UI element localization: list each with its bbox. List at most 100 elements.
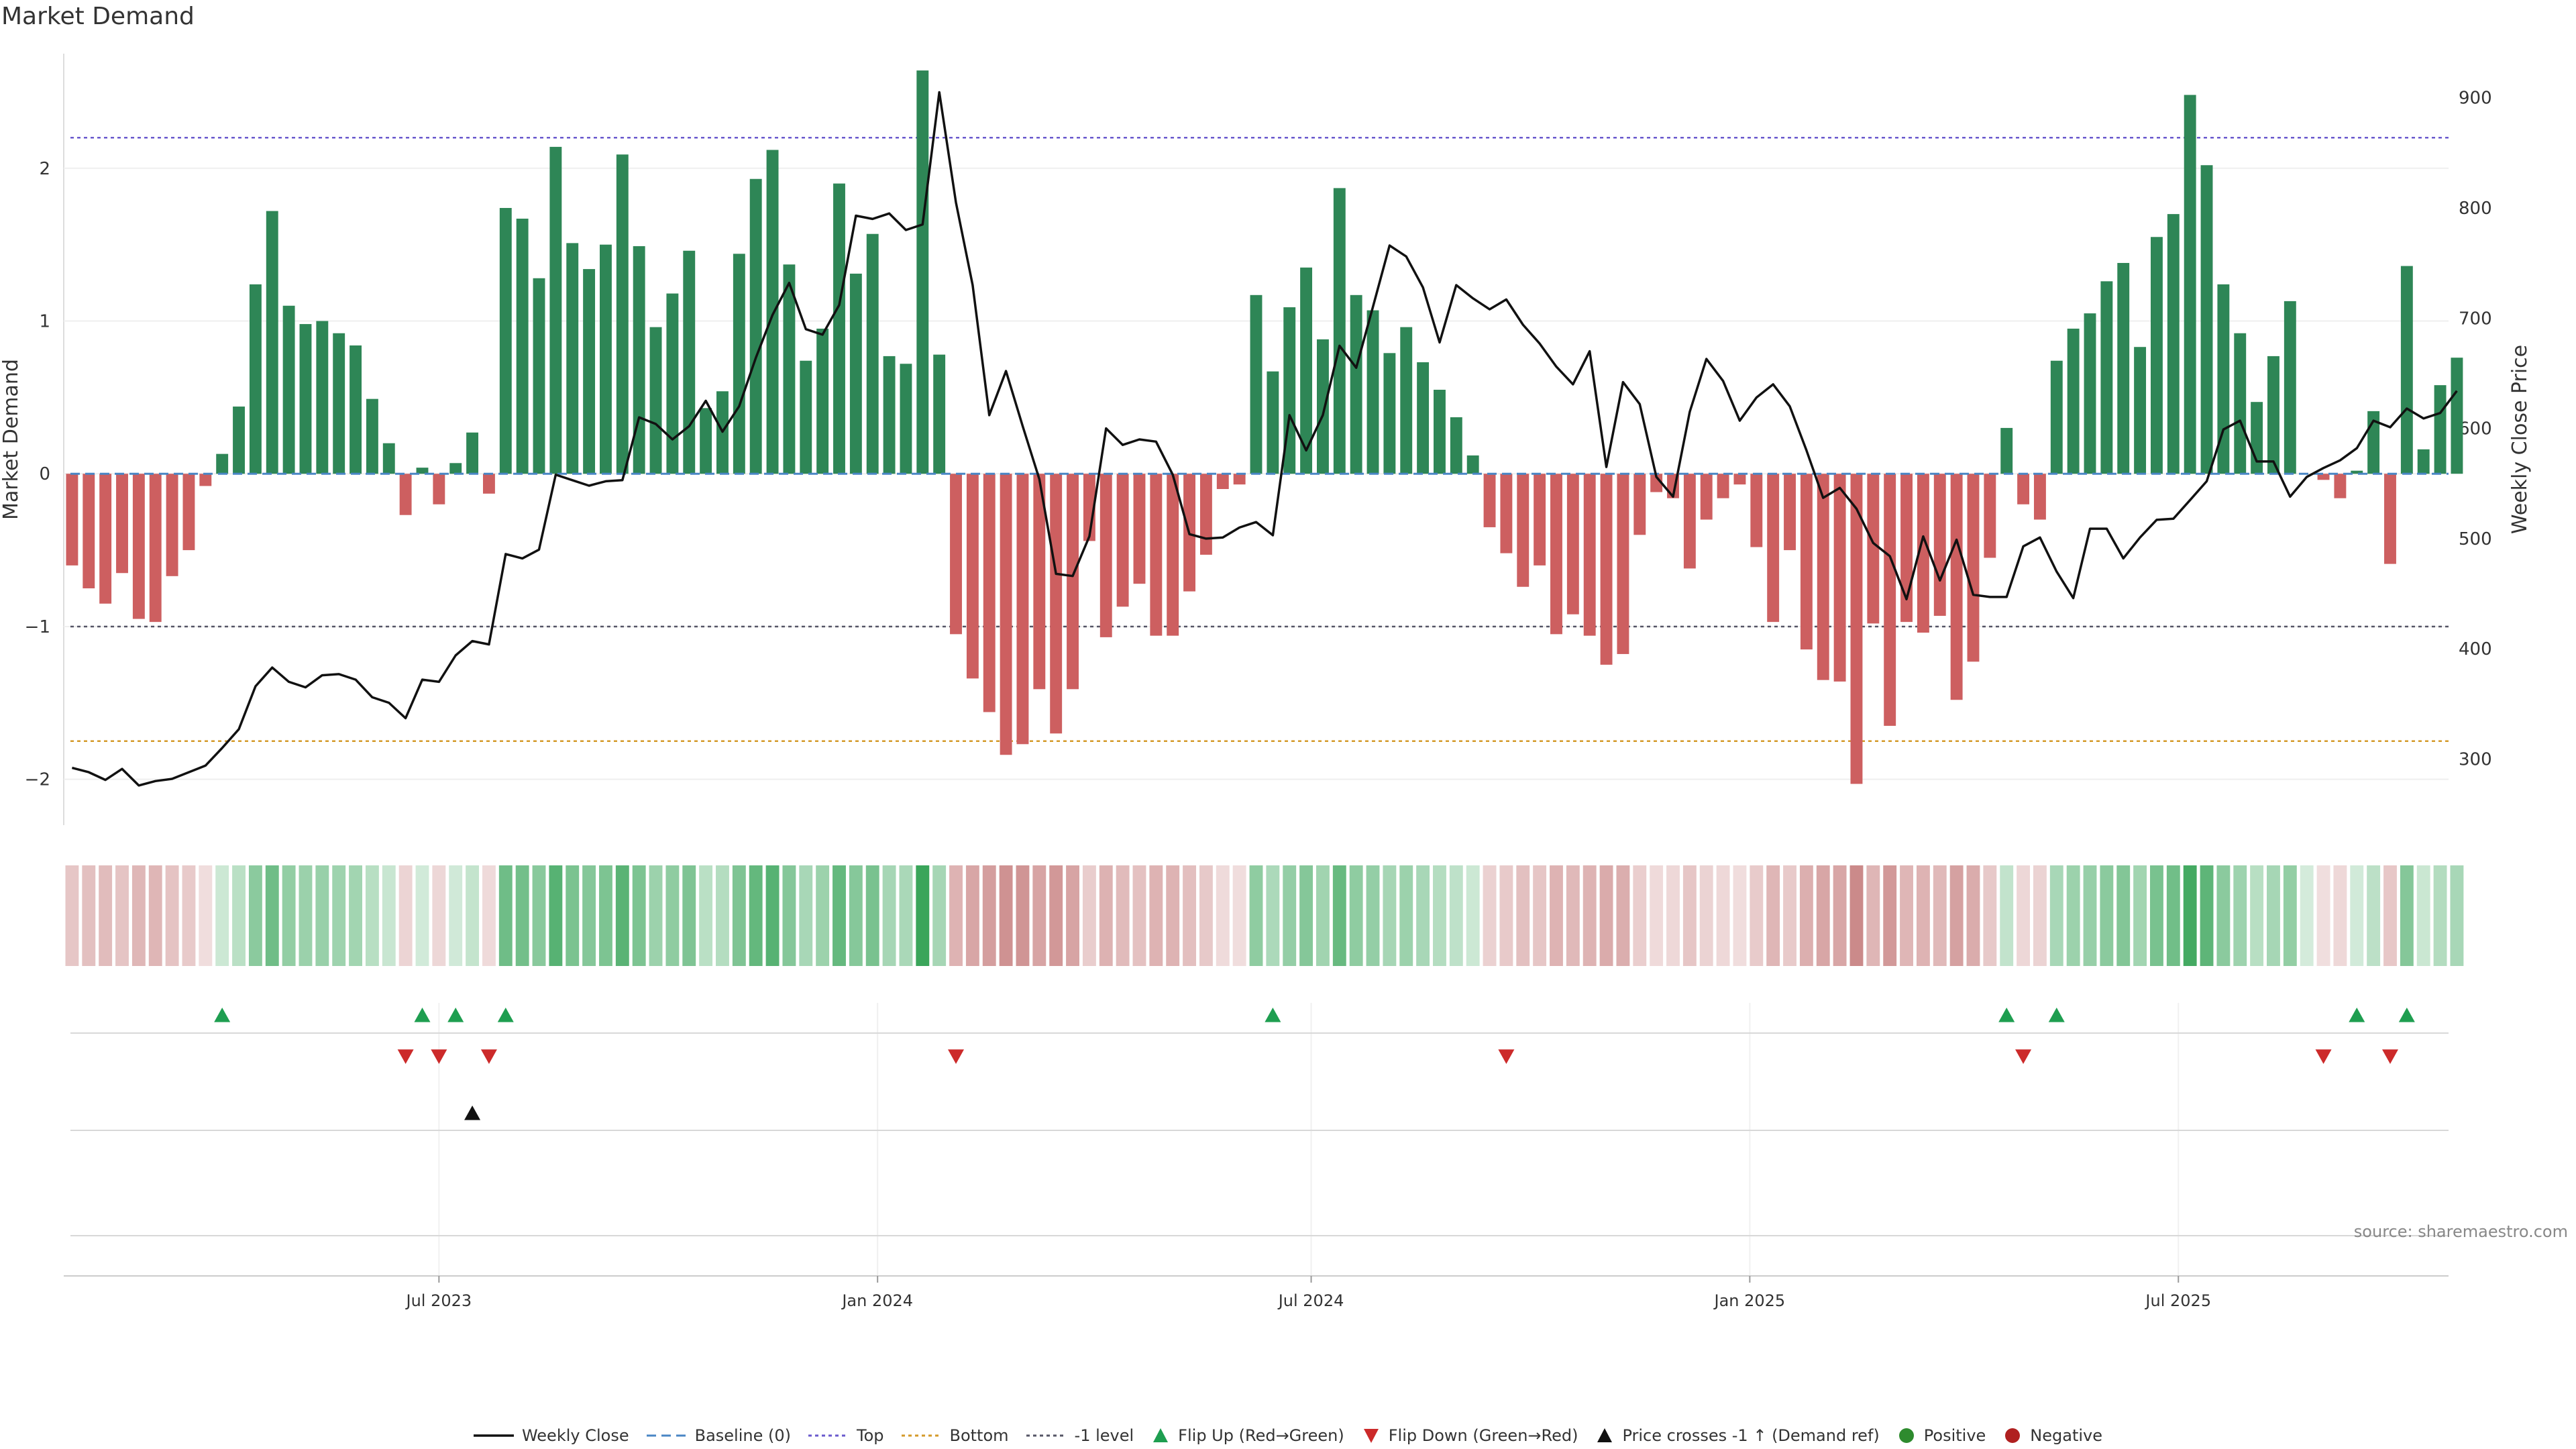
heat-cell: [699, 865, 713, 966]
legend-label: Baseline (0): [694, 1426, 791, 1445]
legend-label: Price crosses -1 ↑ (Demand ref): [1622, 1426, 1880, 1445]
heat-cell: [1716, 865, 1730, 966]
heat-cell: [482, 865, 496, 966]
demand-bar: [2017, 474, 2030, 504]
demand-bar: [1133, 474, 1146, 584]
demand-bar: [1300, 267, 1313, 474]
heat-cell: [415, 865, 429, 966]
heat-cell: [165, 865, 179, 966]
demand-bar: [1767, 474, 1780, 623]
demand-bar: [1316, 339, 1329, 474]
heat-cell: [2433, 865, 2447, 966]
y2-tick-label: 300: [2459, 749, 2492, 769]
heat-cell: [1149, 865, 1163, 966]
demand-bar: [416, 468, 429, 474]
demand-bar: [449, 463, 462, 474]
heat-cell: [732, 865, 746, 966]
demand-bar: [1333, 188, 1346, 474]
heat-cell: [665, 865, 680, 966]
heat-cell: [299, 865, 313, 966]
price-cross-marker: [464, 1106, 481, 1120]
heat-cell: [115, 865, 129, 966]
heat-cell: [365, 865, 379, 966]
heat-cell: [1116, 865, 1130, 966]
demand-bar: [482, 474, 495, 494]
flip-down-marker: [2381, 1049, 2398, 1064]
flip-down-marker: [431, 1049, 447, 1064]
heat-cell: [2350, 865, 2364, 966]
heat-cell: [2116, 865, 2131, 966]
flip-up-marker: [1998, 1008, 2015, 1022]
y-tick-label: 0: [39, 464, 50, 484]
heat-cell: [1349, 865, 1363, 966]
y-axis-label: Market Demand: [0, 359, 23, 520]
heat-cell: [148, 865, 162, 966]
heat-cell: [965, 865, 979, 966]
chart-legend: Weekly Close Baseline (0) Top Bottom -1 leve…: [0, 1422, 2576, 1449]
demand-bar: [216, 453, 229, 474]
demand-bar: [149, 474, 162, 623]
heat-cell: [1433, 865, 1446, 966]
demand-bar: [516, 218, 529, 474]
heat-cell: [2183, 865, 2197, 966]
demand-bar: [466, 432, 479, 474]
demand-bar: [299, 324, 312, 474]
demand-bar: [1383, 353, 1396, 474]
heat-cell: [1783, 865, 1796, 966]
heat-cell: [466, 865, 480, 966]
demand-bar: [1817, 474, 1829, 680]
heat-cell: [2383, 865, 2397, 966]
demand-bar: [950, 474, 962, 635]
heat-cell: [899, 865, 913, 966]
demand-bar: [1534, 474, 1546, 566]
demand-bar: [2033, 474, 2046, 520]
flip-up-marker: [497, 1008, 514, 1022]
flip-up-marker: [414, 1008, 431, 1022]
demand-bar: [666, 293, 679, 474]
heat-cell: [1766, 865, 1780, 966]
heat-cell: [1416, 865, 1430, 966]
heat-cell: [716, 865, 729, 966]
legend-item: Top: [808, 1426, 884, 1445]
demand-bar: [1366, 310, 1379, 474]
legend-swatch: [646, 1434, 687, 1437]
heat-cell: [1866, 865, 1880, 966]
heat-cell: [1616, 865, 1630, 966]
legend-label: Top: [857, 1426, 884, 1445]
heat-cell: [515, 865, 529, 966]
demand-bar: [282, 305, 295, 474]
flip-up-marker: [1265, 1008, 1281, 1022]
demand-bar: [2417, 449, 2430, 474]
heat-cell: [1633, 865, 1647, 966]
flip-down-marker: [948, 1049, 965, 1064]
flip-up-marker: [214, 1008, 231, 1022]
heat-cell: [1833, 865, 1847, 966]
heat-cell: [382, 865, 396, 966]
heat-cell: [315, 865, 329, 966]
demand-bar: [1250, 294, 1263, 474]
demand-bar: [1033, 474, 1046, 690]
heat-cell: [349, 865, 362, 966]
demand-bar: [1517, 474, 1529, 587]
heat-cell: [282, 865, 296, 966]
heat-cell: [532, 865, 546, 966]
demand-bar: [1617, 474, 1629, 654]
legend-swatch: [1597, 1428, 1613, 1442]
legend-item: Negative: [2003, 1426, 2102, 1445]
heat-cell: [1516, 865, 1530, 966]
heat-cell: [849, 865, 863, 966]
demand-bar: [366, 398, 378, 474]
heat-cell: [2033, 865, 2047, 966]
demand-bar: [1267, 371, 1279, 474]
heat-cell: [1566, 865, 1580, 966]
heat-cell: [99, 865, 113, 966]
heat-cell: [1733, 865, 1747, 966]
demand-bar: [1750, 474, 1763, 547]
heat-cell: [765, 865, 780, 966]
y-tick-label: 2: [39, 159, 50, 179]
demand-bar: [1833, 474, 1846, 682]
heat-cell: [566, 865, 580, 966]
heat-cell: [2166, 865, 2180, 966]
legend-label: Weekly Close: [521, 1426, 629, 1445]
demand-bar: [1050, 474, 1063, 734]
